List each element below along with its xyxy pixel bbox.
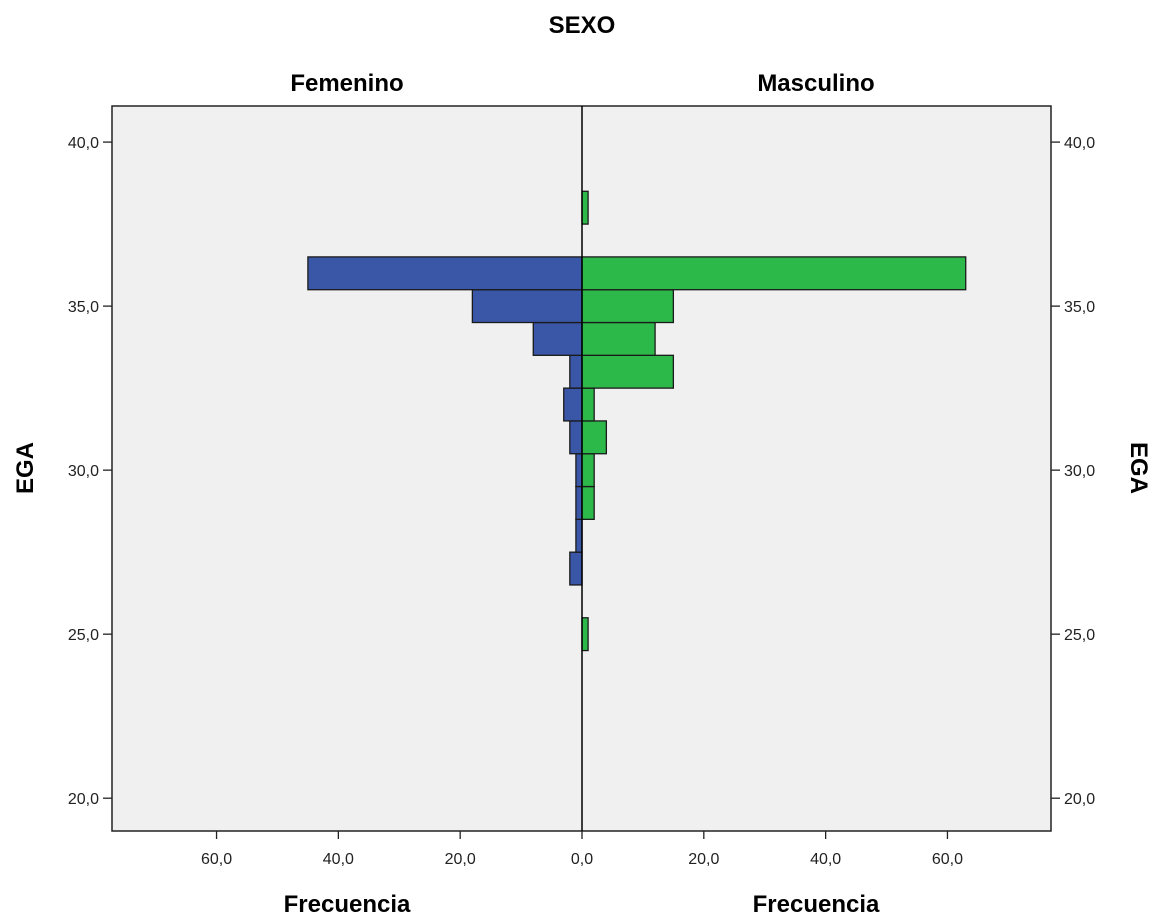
bar-right-36	[581, 256, 967, 291]
bars-right	[581, 190, 967, 652]
x-tick-label: 20,0	[445, 851, 476, 868]
x-axis-title-right: Frecuencia	[753, 891, 880, 918]
bar-left-31	[569, 420, 583, 455]
x-tick-label: 60,0	[932, 851, 963, 868]
y-tick-label-left: 20,0	[68, 791, 99, 808]
bar-right-25	[581, 617, 589, 652]
bar-left-35	[471, 289, 583, 324]
bar-left-36	[307, 256, 583, 291]
y-tick-label-right: 35,0	[1064, 299, 1095, 316]
y-tick-label-left: 40,0	[68, 135, 99, 152]
y-tick-label-left: 35,0	[68, 299, 99, 316]
x-axis-title-left: Frecuencia	[284, 891, 411, 918]
panel-label-right: Masculino	[757, 70, 874, 97]
bar-right-32	[581, 387, 595, 422]
y-tick-label-right: 20,0	[1064, 791, 1095, 808]
x-tick-label: 40,0	[323, 851, 354, 868]
x-tick-label: 60,0	[201, 851, 232, 868]
bars-left	[307, 256, 583, 586]
x-axis: 60,0 40,0 20,0 0,0 20,0 40,0 60,0	[201, 831, 963, 868]
panel-label-left: Femenino	[290, 70, 403, 97]
bar-right-35	[581, 289, 675, 324]
bar-left-33	[569, 354, 583, 389]
x-tick-label: 0,0	[571, 851, 593, 868]
y-tick-label-left: 25,0	[68, 627, 99, 644]
bar-left-29	[575, 485, 583, 520]
bar-right-34	[581, 321, 656, 356]
bar-right-30	[581, 453, 595, 488]
bar-left-30	[575, 453, 583, 488]
y-tick-label-right: 25,0	[1064, 627, 1095, 644]
y-axis-title-right: EGA	[1125, 442, 1152, 494]
bar-right-38	[581, 190, 589, 225]
bar-left-28	[575, 518, 583, 553]
y-axis-title-left: EGA	[12, 442, 39, 494]
x-tick-label: 20,0	[688, 851, 719, 868]
y-axis-right: 40,0 35,0 30,0 25,0 20,0	[1051, 135, 1095, 808]
bar-right-31	[581, 420, 608, 455]
y-tick-label-right: 30,0	[1064, 463, 1095, 480]
chart-title: SEXO	[549, 12, 616, 39]
bar-left-32	[563, 387, 583, 422]
bar-left-34	[532, 321, 583, 356]
y-axis-left: 40,0 35,0 30,0 25,0 20,0	[68, 135, 112, 808]
bar-left-27	[569, 551, 583, 586]
y-tick-label-left: 30,0	[68, 463, 99, 480]
y-tick-label-right: 40,0	[1064, 135, 1095, 152]
bar-right-29	[581, 485, 595, 520]
bar-right-33	[581, 354, 675, 389]
x-tick-label: 40,0	[810, 851, 841, 868]
